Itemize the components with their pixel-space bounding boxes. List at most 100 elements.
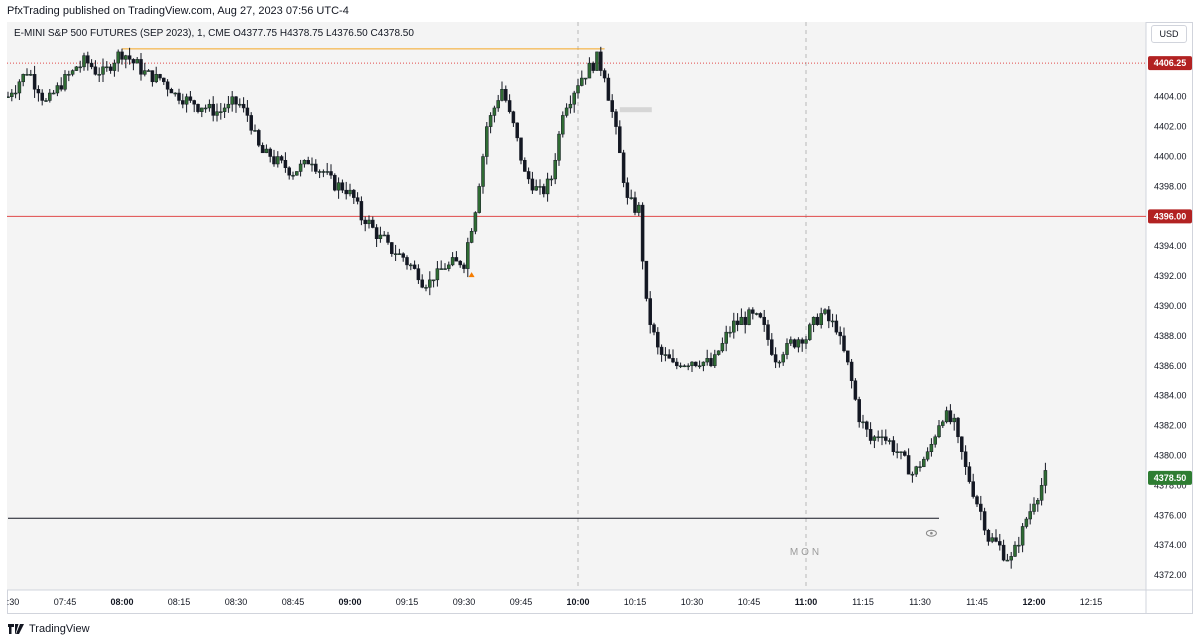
- candle-body: [238, 103, 242, 106]
- candle-body: [868, 429, 873, 441]
- candle-body: [108, 66, 113, 71]
- candle-body: [287, 167, 291, 176]
- candle-body: [21, 74, 25, 83]
- candle-body: [416, 268, 421, 281]
- price-tick-label: 4402.00: [1154, 122, 1187, 132]
- candle-body: [158, 74, 162, 79]
- tradingview-logo-icon: [8, 624, 24, 634]
- candle-body: [982, 511, 987, 531]
- price-line-label: 4406.25: [1154, 58, 1187, 68]
- candle-body: [614, 111, 618, 127]
- candle-body: [116, 51, 120, 64]
- candle-body: [739, 316, 744, 325]
- candle-body: [264, 148, 269, 154]
- candle-body: [599, 51, 603, 71]
- candle-body: [67, 74, 71, 76]
- candle-body: [348, 189, 352, 195]
- candle-body: [975, 496, 979, 505]
- candle-body: [800, 339, 804, 344]
- candle-body: [941, 421, 945, 426]
- candle-body: [139, 59, 143, 75]
- price-line-badge: [1148, 56, 1192, 71]
- candle-body: [697, 365, 702, 368]
- candle-body: [990, 537, 994, 542]
- last-price-badge: [1148, 470, 1192, 485]
- candle-body: [686, 365, 690, 368]
- candle-body: [329, 171, 333, 176]
- candle-body: [705, 358, 709, 363]
- candle-body: [511, 111, 516, 124]
- candle-body: [29, 74, 33, 76]
- plot-area: [7, 22, 1146, 590]
- chart-legend: E-MINI S&P 500 FUTURES (SEP 2023), 1, CM…: [14, 28, 414, 39]
- price-tick-label: 4376.00: [1154, 510, 1187, 520]
- candle-body: [564, 107, 569, 116]
- candle-body: [880, 436, 884, 439]
- candle-body: [428, 279, 432, 288]
- candle-body: [466, 242, 470, 269]
- candle-body: [580, 77, 584, 86]
- publish-header: PfxTrading published on TradingView.com,…: [0, 0, 1200, 22]
- candle-body: [610, 100, 614, 112]
- time-tick-label: 12:00: [1022, 597, 1045, 607]
- price-tick-label: 4386.00: [1154, 361, 1187, 371]
- candle-body: [682, 365, 687, 368]
- candle-body: [690, 361, 694, 367]
- candle-body: [629, 197, 633, 199]
- candle-body: [906, 455, 911, 475]
- price-tick-label: 4404.00: [1154, 92, 1187, 102]
- candle-body: [439, 268, 443, 270]
- range-marker: [619, 107, 652, 113]
- candle-body: [48, 92, 52, 101]
- candle-body: [211, 103, 215, 116]
- candle-body: [770, 339, 774, 355]
- candlestick-chart[interactable]: MON4408.004406.004404.004402.004400.0043…: [7, 22, 1193, 614]
- price-tick-label: 4392.00: [1154, 271, 1187, 281]
- candle-body: [378, 234, 383, 239]
- candle-body: [257, 130, 261, 146]
- candle-body: [754, 313, 759, 315]
- candle-body: [120, 51, 124, 60]
- candle-body: [762, 316, 766, 325]
- candle-body: [127, 55, 132, 60]
- candle-body: [162, 77, 166, 83]
- candle-body: [367, 219, 371, 225]
- candle-body: [694, 361, 698, 367]
- candle-body: [606, 77, 611, 101]
- candle-body: [998, 541, 1002, 546]
- candle-body: [910, 473, 915, 476]
- candle-body: [40, 92, 44, 101]
- candle-body: [469, 231, 474, 243]
- price-tick-label: 4374.00: [1154, 540, 1187, 550]
- candle-body: [1028, 511, 1032, 520]
- session-label: MON: [790, 547, 822, 558]
- candle-body: [853, 380, 858, 400]
- price-tick-label: 4382.00: [1154, 421, 1187, 431]
- candle-body: [568, 103, 573, 109]
- candle-body: [55, 85, 60, 94]
- candle-body: [188, 96, 193, 101]
- candle-body: [944, 410, 949, 423]
- candle-body: [101, 66, 105, 75]
- candle-body: [648, 298, 652, 325]
- candle-body: [89, 62, 94, 68]
- candle-body: [758, 313, 763, 318]
- time-tick-label: 11:00: [795, 597, 818, 607]
- candle-body: [447, 264, 451, 269]
- candle-body: [922, 458, 926, 467]
- eye-icon-pupil: [930, 531, 933, 535]
- candle-body: [929, 444, 934, 452]
- time-tick-label: 10:45: [738, 597, 761, 607]
- candle-body: [234, 96, 238, 105]
- candle-body: [192, 100, 196, 105]
- currency-button[interactable]: USD: [1151, 25, 1187, 43]
- candle-body: [948, 410, 953, 423]
- time-tick-label: 10:00: [566, 597, 589, 607]
- candle-body: [82, 55, 86, 68]
- candle-body: [751, 309, 755, 314]
- price-tick-label: 4390.00: [1154, 301, 1187, 311]
- candle-body: [500, 89, 504, 101]
- candle-body: [1043, 470, 1048, 486]
- candle-body: [872, 436, 877, 441]
- legend-low: L4376.50: [326, 28, 368, 39]
